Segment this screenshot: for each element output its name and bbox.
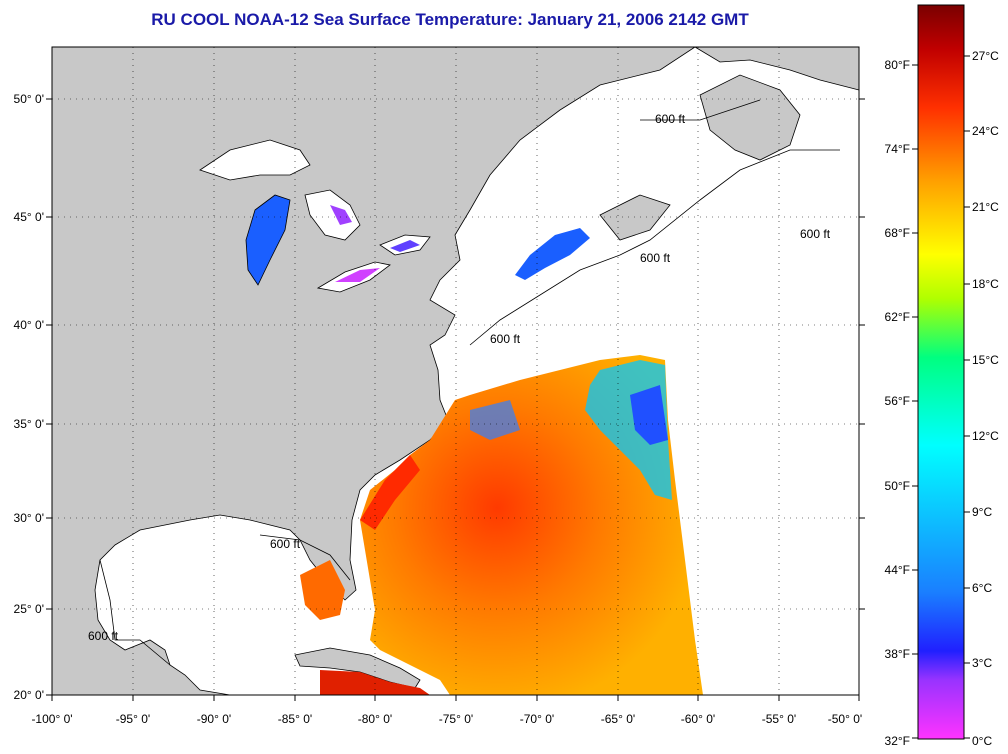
fahrenheit-label: 38°F (885, 647, 910, 661)
colorbar-celsius-labels: 27°C 24°C 21°C 18°C 15°C 12°C 9°C 6°C 3°… (972, 49, 999, 748)
colorbar (917, 4, 965, 740)
celsius-label: 15°C (972, 353, 999, 367)
contour-label-600: 600 ft (655, 112, 686, 126)
lake-superior (199, 139, 311, 181)
celsius-label: 27°C (972, 49, 999, 63)
colorbar-fahrenheit-labels: 80°F 74°F 68°F 62°F 56°F 50°F 44°F 38°F … (885, 58, 910, 748)
lake-huron (304, 189, 361, 241)
fahrenheit-label: 62°F (885, 310, 910, 324)
lat-tick-label: 35° 0' (14, 417, 44, 431)
contour-label-600: 600 ft (800, 227, 831, 241)
graticule (52, 47, 859, 695)
lon-tick-label: -50° 0' (828, 712, 862, 726)
lon-tick-label: -80° 0' (358, 712, 392, 726)
lat-tick-label: 25° 0' (14, 602, 44, 616)
lon-tick-label: -90° 0' (197, 712, 231, 726)
lon-tick-label: -85° 0' (278, 712, 312, 726)
lat-tick-label: 20° 0' (14, 688, 44, 702)
newfoundland-landmass (699, 74, 801, 161)
contour-label-600: 600 ft (88, 629, 119, 643)
lon-tick-label: -75° 0' (439, 712, 473, 726)
lat-tick-labels: 20° 0' 25° 0' 30° 0' 35° 0' 40° 0' 45° 0… (14, 92, 44, 702)
celsius-label: 18°C (972, 277, 999, 291)
fahrenheit-label: 50°F (885, 479, 910, 493)
gulf-of-maine-sst (515, 228, 590, 280)
lat-tick-label: 30° 0' (14, 511, 44, 525)
celsius-label: 3°C (972, 656, 992, 670)
fahrenheit-label: 80°F (885, 58, 910, 72)
lon-tick-label: -55° 0' (762, 712, 796, 726)
lat-tick-label: 40° 0' (14, 318, 44, 332)
great-lakes-layer (199, 139, 431, 293)
lat-tick-label: 50° 0' (14, 92, 44, 106)
contour-label-600: 600 ft (640, 251, 671, 265)
contour-600ft (99, 99, 840, 666)
axis-ticks (46, 98, 865, 701)
fahrenheit-label: 74°F (885, 142, 910, 156)
celsius-label: 21°C (972, 200, 999, 214)
celsius-label: 12°C (972, 429, 999, 443)
fahrenheit-label: 32°F (885, 734, 910, 748)
celsius-label: 24°C (972, 124, 999, 138)
lon-tick-label: -60° 0' (681, 712, 715, 726)
contour-label-600: 600 ft (270, 537, 301, 551)
lon-tick-label: -65° 0' (601, 712, 635, 726)
lon-tick-label: -100° 0' (31, 712, 72, 726)
fahrenheit-label: 44°F (885, 563, 910, 577)
lon-tick-label: -95° 0' (116, 712, 150, 726)
lat-tick-label: 45° 0' (14, 210, 44, 224)
lon-tick-labels: -100° 0' -95° 0' -90° 0' -85° 0' -80° 0'… (31, 712, 862, 726)
contour-labels: 600 ft 600 ft 600 ft 600 ft 600 ft 600 f… (88, 112, 831, 643)
lake-michigan (245, 194, 291, 286)
fahrenheit-label: 68°F (885, 226, 910, 240)
lon-tick-label: -70° 0' (520, 712, 554, 726)
map-title: RU COOL NOAA-12 Sea Surface Temperature:… (151, 10, 749, 29)
celsius-label: 9°C (972, 505, 992, 519)
colorbar-ticks (912, 55, 970, 739)
celsius-label: 6°C (972, 581, 992, 595)
nova-scotia-landmass (599, 194, 671, 241)
fahrenheit-label: 56°F (885, 394, 910, 408)
sst-data-layer (300, 355, 703, 695)
contour-label-600: 600 ft (490, 332, 521, 346)
celsius-label: 0°C (972, 734, 992, 748)
